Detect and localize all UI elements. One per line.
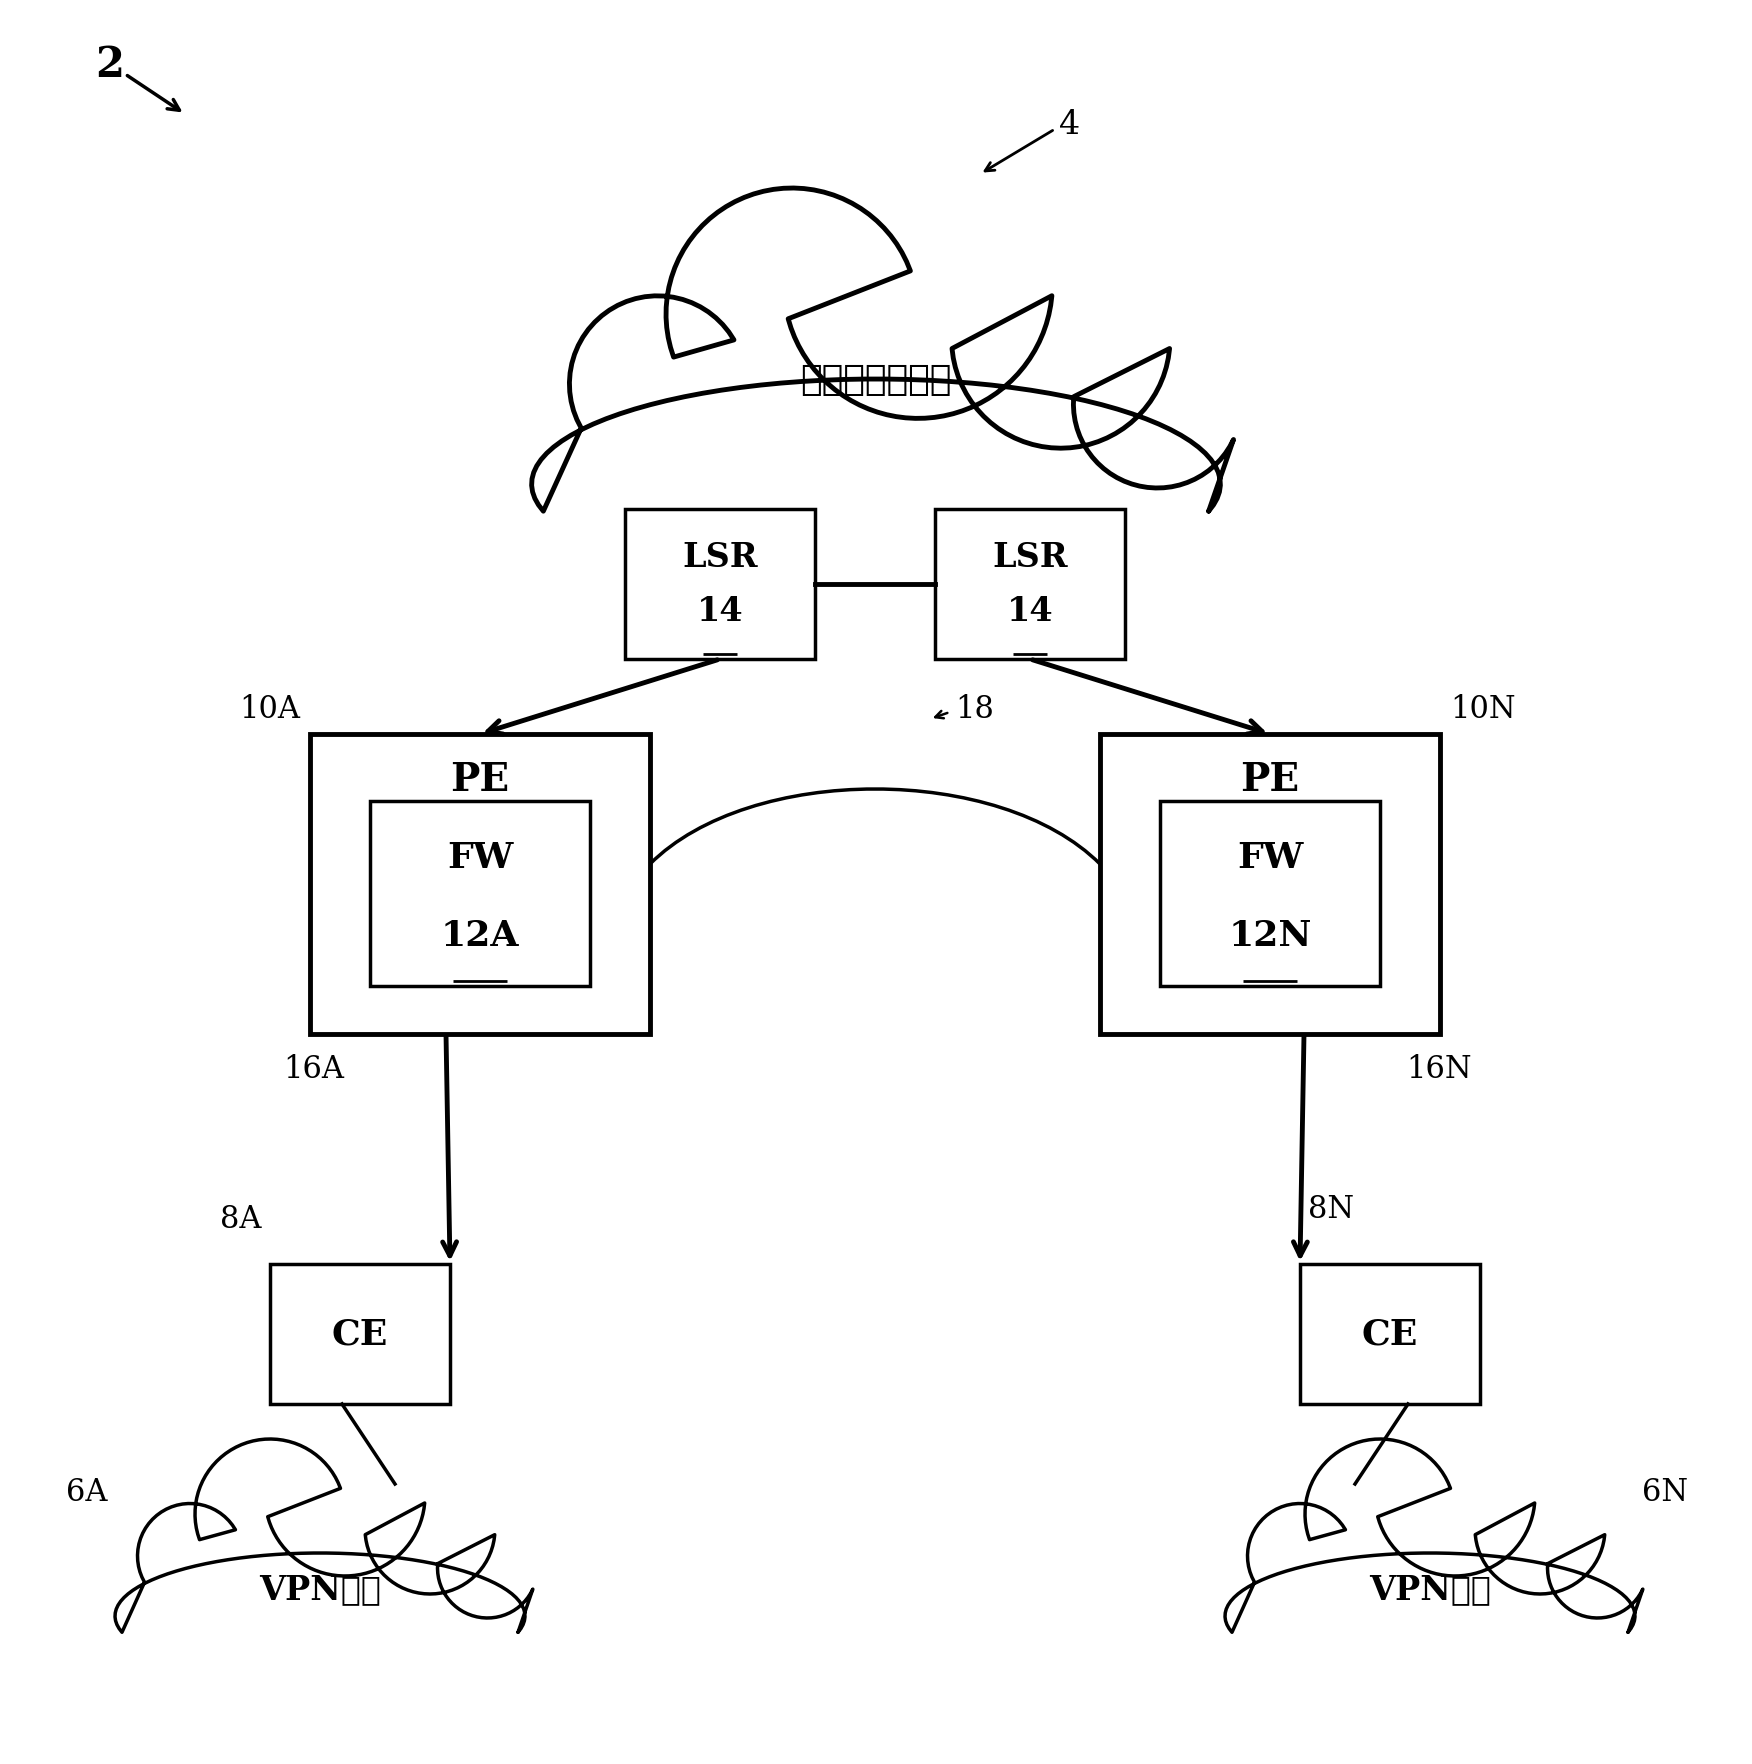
FancyBboxPatch shape bbox=[310, 734, 650, 1034]
Text: VPN站点: VPN站点 bbox=[1368, 1573, 1491, 1605]
FancyBboxPatch shape bbox=[1300, 1265, 1480, 1404]
Text: 18: 18 bbox=[955, 693, 993, 725]
Text: 12N: 12N bbox=[1228, 919, 1312, 953]
Text: LSR: LSR bbox=[682, 542, 759, 573]
Text: 14: 14 bbox=[1007, 594, 1053, 628]
Text: 4: 4 bbox=[1060, 109, 1081, 141]
Text: 8N: 8N bbox=[1309, 1194, 1354, 1224]
Text: PE: PE bbox=[450, 760, 510, 799]
Text: 16A: 16A bbox=[284, 1053, 343, 1085]
Text: 6A: 6A bbox=[67, 1476, 107, 1506]
Text: CE: CE bbox=[1361, 1318, 1417, 1351]
Polygon shape bbox=[1225, 1439, 1643, 1632]
Text: CE: CE bbox=[331, 1318, 389, 1351]
Text: 服务提供方网络: 服务提供方网络 bbox=[801, 363, 951, 397]
Text: VPN站点: VPN站点 bbox=[259, 1573, 380, 1605]
Text: PE: PE bbox=[1240, 760, 1300, 799]
Text: 6N: 6N bbox=[1643, 1476, 1689, 1506]
Text: FW: FW bbox=[447, 840, 513, 875]
Text: 2: 2 bbox=[96, 44, 124, 86]
FancyBboxPatch shape bbox=[370, 803, 590, 986]
FancyBboxPatch shape bbox=[270, 1265, 450, 1404]
Text: 16N: 16N bbox=[1407, 1053, 1472, 1085]
Text: 14: 14 bbox=[697, 594, 743, 628]
FancyBboxPatch shape bbox=[1100, 734, 1440, 1034]
FancyBboxPatch shape bbox=[625, 510, 815, 660]
Text: 8A: 8A bbox=[219, 1203, 261, 1235]
Text: 10N: 10N bbox=[1451, 693, 1515, 725]
Text: 12A: 12A bbox=[442, 919, 519, 953]
FancyBboxPatch shape bbox=[936, 510, 1125, 660]
Text: FW: FW bbox=[1237, 840, 1303, 875]
Polygon shape bbox=[531, 189, 1233, 512]
Text: 10A: 10A bbox=[238, 693, 300, 725]
Text: LSR: LSR bbox=[992, 542, 1067, 573]
FancyBboxPatch shape bbox=[1160, 803, 1381, 986]
Polygon shape bbox=[116, 1439, 533, 1632]
